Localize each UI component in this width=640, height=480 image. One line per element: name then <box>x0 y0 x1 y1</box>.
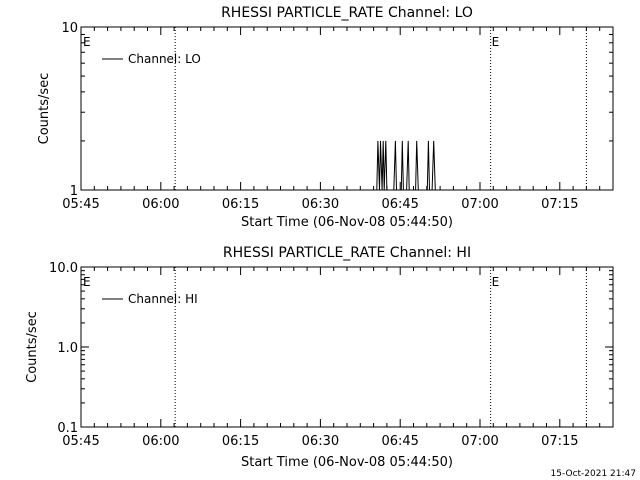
x-tick-label: 07:15 <box>541 434 578 449</box>
plot-frame <box>80 266 614 428</box>
y-axis-label: Counts/sec <box>25 311 40 383</box>
event-marker-label: E <box>492 35 500 49</box>
y-axis-label: Counts/sec <box>37 73 52 145</box>
x-axis-label: Start Time (06-Nov-08 05:44:50) <box>241 455 453 470</box>
x-tick-label: 06:30 <box>302 434 339 449</box>
x-tick-label: 05:45 <box>62 434 99 449</box>
x-tick-label: 06:45 <box>381 197 418 212</box>
y-tick-label: 1.0 <box>57 341 78 356</box>
x-tick-label: 06:45 <box>381 434 418 449</box>
legend-label: Channel: HI <box>128 292 198 306</box>
x-tick-label: 07:00 <box>461 197 498 212</box>
panel-lo: RHESSI PARTICLE_RATE Channel: LO 05:45 06:… <box>37 5 614 230</box>
x-tick-label: 06:00 <box>142 434 179 449</box>
y-tick-label: 0.1 <box>57 421 78 436</box>
series-line-lo <box>375 140 441 191</box>
legend-label: Channel: LO <box>128 52 201 66</box>
x-tick-label: 07:00 <box>461 434 498 449</box>
x-tick-label: 07:15 <box>541 197 578 212</box>
panel-hi: RHESSI PARTICLE_RATE Channel: HI 05:45 06:… <box>25 245 614 470</box>
x-tick-label: 06:15 <box>222 434 259 449</box>
x-tick-label: 06:15 <box>222 197 259 212</box>
event-marker-label: E <box>83 275 91 289</box>
x-tick-label: 06:00 <box>142 197 179 212</box>
timestamp: 15-Oct-2021 21:47 <box>551 469 636 479</box>
y-tick-label: 1 <box>70 184 78 199</box>
event-marker-label: E <box>83 35 91 49</box>
event-marker-label: E <box>492 275 500 289</box>
chart-title: RHESSI PARTICLE_RATE Channel: LO <box>221 5 473 21</box>
x-axis-label: Start Time (06-Nov-08 05:44:50) <box>241 215 453 230</box>
chart-title: RHESSI PARTICLE_RATE Channel: HI <box>223 245 471 261</box>
x-tick-label: 05:45 <box>62 197 99 212</box>
x-tick-label: 06:30 <box>302 197 339 212</box>
y-tick-label: 10.0 <box>49 261 78 276</box>
y-tick-label: 10 <box>61 21 78 36</box>
